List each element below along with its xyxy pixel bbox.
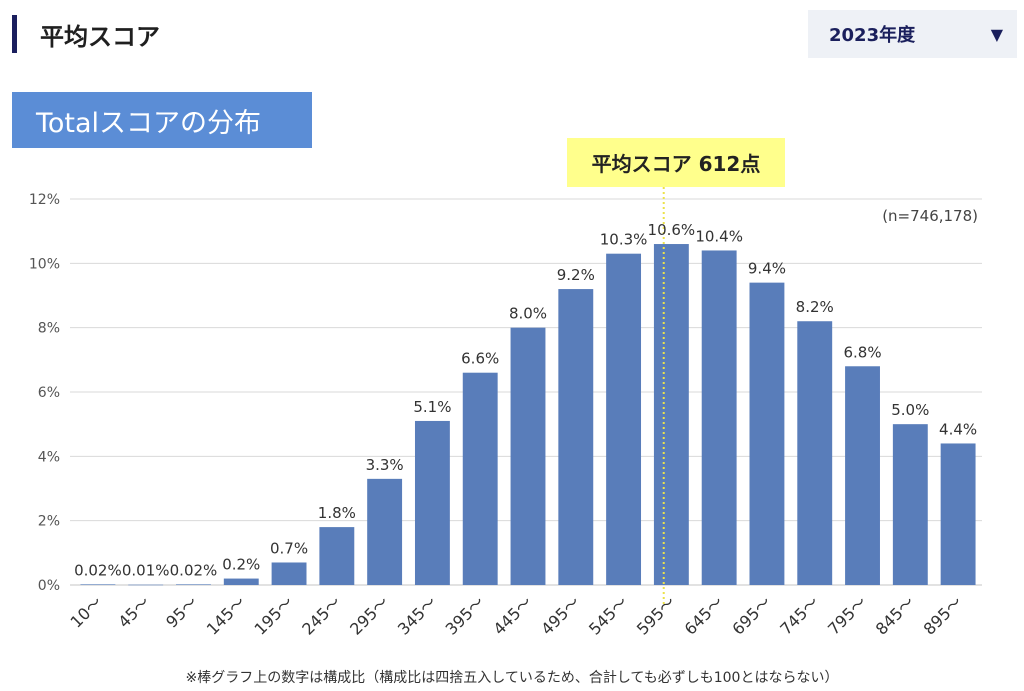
bar-value-label: 10.6% — [648, 221, 696, 239]
bar — [80, 584, 116, 585]
x-tick-label: 195〜 — [251, 592, 297, 638]
bar — [749, 282, 785, 585]
bar — [176, 584, 211, 585]
bar — [940, 443, 976, 585]
sample-size-label: (n=746,178) — [882, 207, 978, 225]
bar — [367, 478, 403, 585]
bar-value-label: 0.02% — [74, 561, 122, 579]
x-tick-label: 45〜 — [114, 592, 153, 631]
chart-title: Totalスコアの分布 — [12, 92, 312, 148]
page-heading-text: 平均スコア — [40, 22, 160, 51]
x-tick-label: 695〜 — [728, 592, 774, 638]
bar-value-label: 10.4% — [695, 227, 743, 245]
bar-value-label: 5.0% — [891, 401, 929, 419]
bar — [845, 366, 880, 585]
page-heading: 平均スコア — [12, 15, 160, 53]
bar-value-label: 1.8% — [318, 504, 356, 522]
bar — [128, 584, 164, 586]
x-tick-label: 595〜 — [633, 592, 679, 638]
x-tick-label: 445〜 — [489, 592, 535, 638]
bar — [701, 250, 737, 585]
bar — [271, 562, 307, 585]
bar-value-label: 0.02% — [170, 561, 218, 579]
bar — [606, 253, 642, 585]
bar — [558, 289, 594, 585]
x-tick-label: 545〜 — [585, 592, 631, 638]
x-tick-label: 295〜 — [346, 592, 392, 638]
bar — [462, 372, 498, 585]
bar-value-label: 9.4% — [748, 260, 786, 278]
bar-value-label: 6.6% — [461, 350, 499, 368]
bar-value-labels: 0.02% 0.01% 0.02% 0.2%0.7%1.8%3.3%5.1%6.6%8… — [74, 221, 977, 580]
bar-value-label: 8.0% — [509, 305, 547, 323]
bar-value-label: 4.4% — [939, 420, 977, 438]
x-tick-label: 145〜 — [203, 592, 249, 638]
bar — [510, 327, 546, 585]
bar — [223, 578, 259, 585]
x-tick-label: 345〜 — [394, 592, 440, 638]
x-axis-labels: 10〜 45〜 95〜 145〜 195〜 245〜 295〜 345〜 395〜 445〜 495… — [67, 592, 966, 638]
x-tick-label: 10〜 — [67, 592, 106, 631]
footnote: ※棒グラフ上の数字は構成比（構成比は四捨五入しているため、合計しても必ずしも10… — [185, 670, 839, 686]
bar-value-label: 9.2% — [557, 266, 595, 284]
bar-value-label: 0.2% — [222, 556, 260, 574]
bar-value-label: 10.3% — [600, 231, 648, 249]
bar-value-label: 0.7% — [270, 539, 308, 557]
bar-value-label: 6.8% — [843, 343, 881, 361]
x-tick-label: 495〜 — [537, 592, 583, 638]
y-tick-label: 0% — [38, 578, 60, 594]
bars — [80, 244, 976, 586]
x-tick-label: 395〜 — [442, 592, 488, 638]
average-score-label: 平均スコア 612点 — [567, 138, 785, 187]
bar-value-label: 3.3% — [366, 456, 404, 474]
x-tick-label: 645〜 — [681, 592, 727, 638]
bar-value-label: 5.1% — [413, 398, 451, 416]
bar — [797, 321, 833, 585]
bar-value-label: 0.01% — [122, 562, 170, 580]
caret-down-icon: ▼ — [990, 24, 1003, 44]
bar — [414, 420, 450, 585]
x-tick-label: 845〜 — [872, 592, 918, 638]
x-tick-label: 95〜 — [162, 592, 201, 631]
bar — [653, 244, 689, 586]
x-tick-label: 795〜 — [824, 592, 870, 638]
x-tick-label: 745〜 — [776, 592, 822, 638]
x-tick-label: 895〜 — [920, 592, 966, 638]
heading-accent-bar — [12, 15, 17, 53]
bar — [892, 424, 928, 585]
y-tick-label: 8% — [38, 321, 60, 337]
y-tick-label: 6% — [38, 385, 60, 401]
year-select-value: 2023年度 — [829, 25, 916, 46]
year-select[interactable]: 2023年度 ▼ — [808, 10, 1017, 58]
y-axis-labels: 0% 2% 4% 6% 8% 10% 12% — [29, 192, 60, 594]
y-tick-label: 10% — [29, 256, 60, 272]
bar-value-label: 8.2% — [796, 298, 834, 316]
bar — [319, 527, 355, 585]
y-tick-label: 12% — [29, 192, 60, 208]
y-tick-label: 2% — [38, 514, 60, 530]
y-tick-label: 4% — [38, 449, 60, 465]
x-tick-label: 245〜 — [298, 592, 344, 638]
